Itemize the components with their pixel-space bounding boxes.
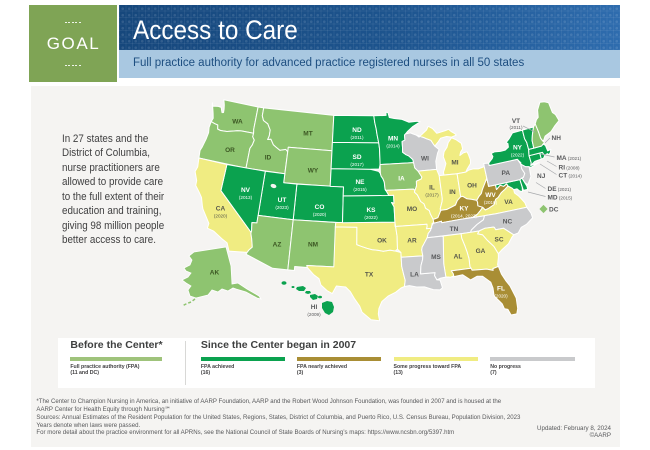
svg-text:HI: HI [311, 304, 318, 311]
svg-text:ND: ND [352, 127, 362, 134]
svg-text:NC: NC [503, 219, 513, 226]
svg-text:AL: AL [454, 254, 463, 261]
svg-text:FL: FL [497, 286, 505, 293]
svg-text:WV: WV [485, 192, 496, 199]
svg-text:DE (2021): DE (2021) [548, 186, 572, 193]
svg-text:(2011): (2011) [351, 135, 364, 140]
svg-text:OH: OH [467, 183, 477, 190]
svg-text:OR: OR [225, 147, 235, 154]
svg-text:WY: WY [308, 168, 319, 175]
svg-text:(2020): (2020) [214, 214, 228, 219]
svg-text:MS: MS [431, 254, 441, 261]
svg-text:OK: OK [377, 238, 387, 245]
svg-text:MD (2015): MD (2015) [548, 194, 573, 201]
svg-text:(2009): (2009) [307, 312, 321, 317]
svg-text:NM: NM [308, 242, 318, 249]
svg-text:AK: AK [210, 270, 220, 277]
svg-text:IL: IL [429, 185, 435, 192]
svg-text:MN: MN [388, 136, 398, 143]
svg-text:VT: VT [512, 118, 520, 125]
svg-text:RI (2008): RI (2008) [559, 165, 581, 172]
svg-text:SC: SC [494, 237, 503, 244]
svg-text:(2022): (2022) [511, 153, 525, 158]
svg-text:(2014): (2014) [386, 144, 400, 149]
svg-text:AR: AR [407, 238, 417, 245]
svg-text:TN: TN [450, 226, 459, 233]
svg-text:(2020): (2020) [494, 294, 508, 299]
svg-text:MO: MO [407, 206, 417, 213]
svg-text:SD: SD [352, 154, 361, 161]
svg-text:(2015): (2015) [353, 187, 367, 192]
svg-text:UT: UT [278, 197, 287, 204]
svg-text:IA: IA [398, 176, 405, 183]
svg-text:(2011): (2011) [510, 125, 523, 130]
svg-text:(2016): (2016) [484, 200, 498, 205]
svg-text:LA: LA [410, 272, 419, 279]
svg-text:AZ: AZ [273, 242, 282, 249]
svg-text:MA (2021): MA (2021) [557, 155, 582, 162]
svg-text:NE: NE [355, 179, 365, 186]
svg-text:TX: TX [365, 272, 374, 279]
svg-text:WA: WA [232, 119, 243, 126]
svg-text:(2013): (2013) [239, 195, 253, 200]
svg-text:GA: GA [476, 248, 486, 255]
svg-text:WI: WI [421, 156, 429, 163]
svg-text:(2023): (2023) [275, 205, 289, 210]
svg-text:KY: KY [459, 206, 469, 213]
svg-text:MI: MI [451, 160, 458, 167]
svg-text:ID: ID [265, 155, 272, 162]
svg-text:CO: CO [315, 204, 325, 211]
svg-text:CT (2014): CT (2014) [559, 173, 583, 180]
svg-text:NV: NV [241, 187, 251, 194]
svg-text:VA: VA [504, 199, 513, 206]
svg-text:NY: NY [513, 145, 523, 152]
svg-text:DC: DC [549, 207, 559, 214]
svg-text:IN: IN [449, 189, 456, 196]
svg-text:PA: PA [502, 170, 511, 177]
svg-text:(2022): (2022) [364, 215, 378, 220]
svg-text:(2014, 2023): (2014, 2023) [451, 214, 478, 219]
svg-text:NJ: NJ [537, 173, 546, 180]
svg-text:MT: MT [303, 131, 312, 138]
svg-text:NH: NH [552, 135, 562, 142]
svg-text:KS: KS [366, 207, 376, 214]
svg-text:(2017): (2017) [425, 193, 439, 198]
svg-text:(2017): (2017) [350, 162, 364, 167]
svg-text:CA: CA [216, 206, 226, 213]
svg-text:(2020): (2020) [313, 212, 327, 217]
